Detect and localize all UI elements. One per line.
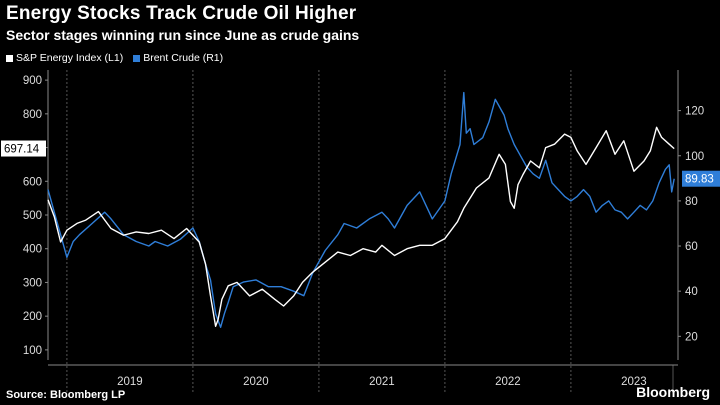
right-tick-label: 60 bbox=[685, 241, 698, 253]
legend-label-energy: S&P Energy Index (L1) bbox=[16, 52, 124, 64]
x-tick-label: 2023 bbox=[621, 376, 647, 388]
brent-last-value-box bbox=[682, 170, 720, 187]
left-tick-label: 300 bbox=[23, 277, 42, 289]
left-tick-label: 200 bbox=[23, 311, 42, 323]
energy-last-value-label: 697.14 bbox=[4, 144, 40, 156]
legend: S&P Energy Index (L1) Brent Crude (R1) bbox=[6, 52, 233, 64]
brent-last-value-label: 89.83 bbox=[685, 174, 714, 186]
legend-swatch-brent bbox=[133, 54, 141, 62]
source-note: Source: Bloomberg LP bbox=[6, 389, 126, 401]
brent-crude-line bbox=[47, 91, 675, 328]
chart-title: Energy Stocks Track Crude Oil Higher bbox=[6, 3, 357, 24]
right-tick-label: 20 bbox=[685, 331, 698, 343]
right-tick-label: 80 bbox=[685, 196, 698, 208]
left-tick-label: 100 bbox=[23, 345, 42, 357]
energy-last-value-box bbox=[1, 140, 46, 157]
legend-item-energy: S&P Energy Index (L1) bbox=[6, 52, 123, 64]
right-tick-label: 120 bbox=[685, 106, 704, 118]
right-tick-label: 40 bbox=[685, 286, 698, 298]
x-tick-label: 2019 bbox=[117, 376, 143, 388]
x-tick-label: 2022 bbox=[495, 376, 521, 388]
x-tick-label: 2020 bbox=[243, 376, 269, 388]
legend-swatch-energy bbox=[6, 54, 13, 62]
left-tick-label: 900 bbox=[23, 75, 42, 87]
right-tick-label: 100 bbox=[685, 151, 704, 163]
x-tick-label: 2021 bbox=[369, 376, 395, 388]
bloomberg-logo: Bloomberg bbox=[636, 384, 710, 400]
legend-label-brent: Brent Crude (R1) bbox=[143, 52, 224, 64]
left-tick-label: 500 bbox=[23, 210, 42, 222]
left-tick-label: 800 bbox=[23, 109, 42, 121]
energy-index-line bbox=[47, 126, 675, 327]
chart-subtitle: Sector stages winning run since June as … bbox=[6, 27, 360, 43]
left-tick-label: 600 bbox=[23, 176, 42, 188]
left-tick-label: 400 bbox=[23, 244, 42, 256]
legend-item-brent: Brent Crude (R1) bbox=[133, 52, 223, 64]
